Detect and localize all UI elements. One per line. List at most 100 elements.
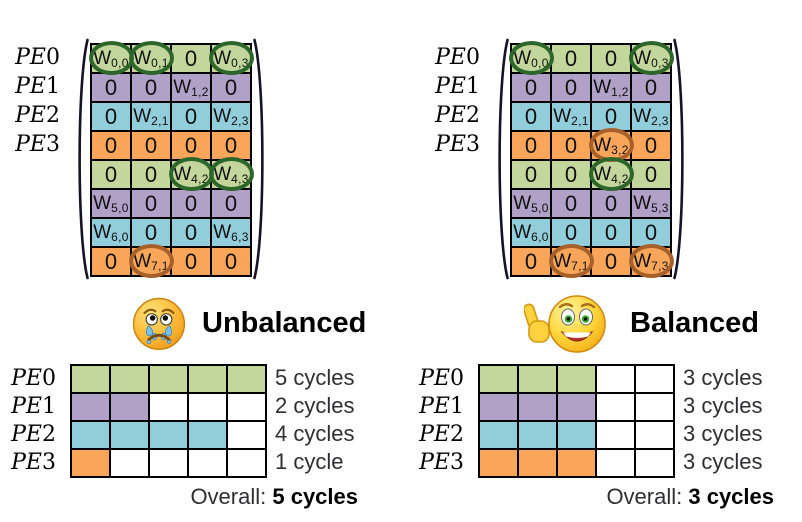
pe-row-label: PE 1 — [419, 393, 464, 419]
matrix-cell: 0 — [171, 131, 211, 160]
matrix-cell: 0 — [131, 189, 171, 218]
pe-row-label: PE 2 — [11, 421, 56, 447]
matrix-cell: W 2,3 — [211, 102, 251, 131]
matrix-unbalanced: PE 0 PE 1 PE 2 PE 3 W 0,0 W 0,1 0 W 0,3 0 0 W 1,2 0 0 W 2,1 0 W… — [8, 38, 268, 281]
left-paren-icon — [498, 38, 509, 280]
cycle-cell — [227, 393, 266, 421]
cycle-cell — [227, 449, 266, 477]
cycle-cell — [635, 365, 674, 393]
matrix-cell: 0 — [91, 73, 131, 102]
cycles-count-text: 4 cycles — [275, 421, 355, 446]
matrix-cell: W 7,3 — [631, 247, 671, 276]
cycle-cell — [479, 421, 518, 449]
chart-unbalanced: PE 0 PE 1 PE 2 PE 3 5 cycles 2 cycles 4 cycles 1 c… — [8, 364, 358, 509]
cycle-cell — [596, 365, 635, 393]
cycle-cell — [557, 393, 596, 421]
pe-labels-column: PE 0 PE 1 PE 2 PE 3 — [428, 43, 494, 159]
right-paren-icon — [253, 38, 264, 280]
cycle-cell — [188, 365, 227, 393]
cycle-cell — [149, 449, 188, 477]
overall-value: 3 cycles — [688, 484, 774, 509]
matrix-cell: W 5,3 — [631, 189, 671, 218]
matrix-balanced: PE 0 PE 1 PE 2 PE 3 W 0,0 0 0 W 0,3 0 0 W 1,2 0 0 W 2,1 0 W 2,3… — [428, 38, 688, 281]
cycle-cell — [596, 449, 635, 477]
cycle-cell — [557, 449, 596, 477]
matrix-cell: 0 — [211, 73, 251, 102]
matrix-cell: 0 — [551, 189, 591, 218]
cycle-cell — [227, 365, 266, 393]
cycle-cell — [557, 421, 596, 449]
matrix-cell: W 0,0 — [91, 44, 131, 73]
matrix-cell: 0 — [91, 131, 131, 160]
matrix-cell: 0 — [591, 102, 631, 131]
cycle-cell — [557, 365, 596, 393]
matrix-cell: 0 — [211, 247, 251, 276]
cycle-cell — [518, 421, 557, 449]
matrix-cell: 0 — [551, 218, 591, 247]
matrix-cell: W 7,1 — [551, 247, 591, 276]
matrix-cell: W 0,3 — [211, 44, 251, 73]
matrix-cell: 0 — [171, 102, 211, 131]
cycles-count-text: 5 cycles — [275, 365, 355, 390]
pe-labels-column: PE 0 PE 1 PE 2 PE 3 — [416, 364, 478, 476]
cycle-cell — [110, 449, 149, 477]
matrix-cell: 0 — [91, 160, 131, 189]
cycles-count-text: 3 cycles — [683, 421, 763, 446]
cycle-cell — [518, 449, 557, 477]
matrix-cell: 0 — [131, 131, 171, 160]
cycle-cell — [635, 421, 674, 449]
cycles-count-text: 3 cycles — [683, 365, 763, 390]
matrix-cell: 0 — [171, 44, 211, 73]
matrix-cell: 0 — [171, 189, 211, 218]
cycle-cell — [71, 393, 110, 421]
matrix-cell: 0 — [591, 44, 631, 73]
matrix-cell: W 1,2 — [591, 73, 631, 102]
matrix-cell: 0 — [631, 131, 671, 160]
matrix-cell: 0 — [631, 160, 671, 189]
cycle-cell — [518, 365, 557, 393]
matrix-grid: W 0,0 W 0,1 0 W 0,3 0 0 W 1,2 0 0 W 2,1 0 W 2,3 0 0 0 0 0 0 W 4,2… — [88, 41, 254, 278]
matrix-cell: W 5,0 — [511, 189, 551, 218]
pe-row-label: PE 1 — [11, 393, 56, 419]
matrix-cell: W 4,2 — [171, 160, 211, 189]
balanced-title: Balanced — [630, 306, 759, 339]
matrix-cell: 0 — [591, 218, 631, 247]
cycle-cell — [71, 421, 110, 449]
cycle-cell — [149, 421, 188, 449]
pe-row-label: PE 1 — [15, 74, 60, 99]
cycle-cell — [479, 365, 518, 393]
matrix-cell: 0 — [551, 44, 591, 73]
cycle-cell — [479, 393, 518, 421]
overall-label: Overall: — [606, 484, 683, 509]
pe-row-label: PE 1 — [435, 74, 480, 99]
matrix-cell: W 2,1 — [131, 102, 171, 131]
cycle-cell — [149, 365, 188, 393]
matrix-cell: W 7,1 — [131, 247, 171, 276]
left-paren-icon — [78, 38, 89, 280]
pe-labels-column: PE 0 PE 1 PE 2 PE 3 — [8, 43, 74, 159]
matrix-cell: 0 — [211, 189, 251, 218]
matrix-grid: W 0,0 0 0 W 0,3 0 0 W 1,2 0 0 W 2,1 0 W 2,3 0 0 W 3,2 0 0 0 W 4,2… — [508, 41, 674, 278]
matrix-cell: 0 — [551, 160, 591, 189]
pe-row-label: PE 3 — [435, 132, 480, 157]
right-paren-icon — [673, 38, 684, 280]
matrix-cell: 0 — [631, 218, 671, 247]
overall-label: Overall: — [190, 484, 267, 509]
matrix-cell: 0 — [91, 247, 131, 276]
matrix-cell: 0 — [171, 218, 211, 247]
matrix-cell: W 4,3 — [211, 160, 251, 189]
matrix-cell: W 0,1 — [131, 44, 171, 73]
thumbs-up-face-emoji-icon — [524, 295, 606, 353]
matrix-cell: 0 — [631, 73, 671, 102]
pe-row-label: PE 3 — [15, 132, 60, 157]
cycle-cell — [110, 393, 149, 421]
matrix-cell: W 2,3 — [631, 102, 671, 131]
cycle-cell — [596, 393, 635, 421]
cycle-cell — [518, 393, 557, 421]
cycle-cell — [635, 449, 674, 477]
pe-row-label: PE 2 — [15, 103, 60, 128]
matrix-cell: 0 — [131, 218, 171, 247]
matrix-cell: 0 — [551, 73, 591, 102]
matrix-cell: 0 — [131, 160, 171, 189]
